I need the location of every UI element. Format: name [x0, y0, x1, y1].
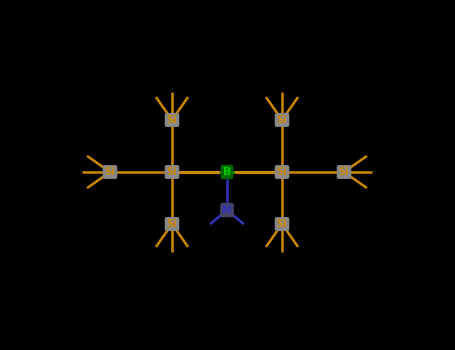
Text: N: N [222, 205, 232, 215]
Text: Si: Si [105, 167, 115, 177]
Text: Si: Si [339, 167, 349, 177]
Text: Si: Si [277, 115, 287, 125]
Text: Si: Si [167, 219, 177, 229]
Text: B: B [223, 167, 231, 177]
Text: Si: Si [167, 115, 177, 125]
Text: Si: Si [277, 167, 287, 177]
Text: Si: Si [167, 167, 177, 177]
Text: Si: Si [277, 219, 287, 229]
